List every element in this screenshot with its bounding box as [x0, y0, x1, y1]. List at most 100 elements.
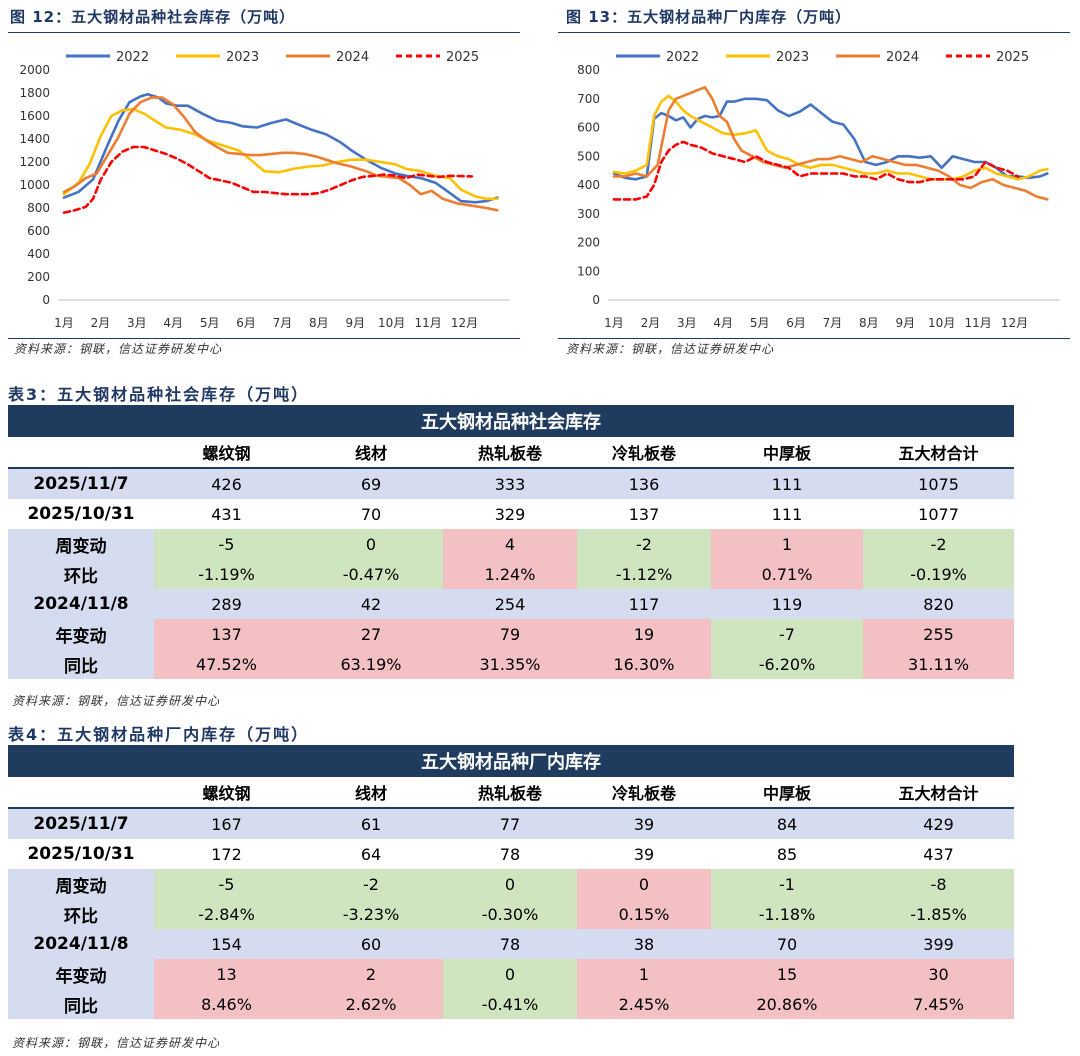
table-cell: -0.41%: [443, 989, 577, 1019]
table-cell: 15: [711, 959, 863, 989]
table-row: 2025/11/7 167 61 77 39 84 429: [8, 808, 1015, 839]
table-cell: 13: [154, 959, 299, 989]
table-cell: 69: [299, 468, 443, 499]
table4-banner: 五大钢材品种厂内库存: [8, 745, 1015, 777]
x-tick-label: 8月: [309, 316, 329, 330]
table-cell: 70: [711, 929, 863, 959]
column-header: 线材: [299, 437, 443, 469]
column-header: 热轧板卷: [443, 777, 577, 809]
table-cell: -3.23%: [299, 899, 443, 929]
table-cell: -7: [711, 619, 863, 649]
table3: 五大钢材品种社会库存 螺纹钢 线材 热轧板卷 冷轧板卷 中厚板 五大材合计 2025/11/7…: [8, 405, 1015, 679]
fig12-source-rule: [8, 338, 520, 339]
table-cell: 154: [154, 929, 299, 959]
table-cell: 84: [711, 808, 863, 839]
table-row: 年变动 137 27 79 19 -7 255: [8, 619, 1015, 649]
column-header: 冷轧板卷: [577, 437, 711, 469]
table-cell: -2: [577, 529, 711, 559]
series-line-2024: [612, 85, 1049, 201]
table-cell: 1075: [863, 468, 1015, 499]
table-cell: -1.19%: [154, 559, 299, 589]
table4-source: 资料来源：钢联，信达证券研发中心: [12, 1036, 221, 1050]
table3-header-row: 螺纹钢 线材 热轧板卷 冷轧板卷 中厚板 五大材合计: [8, 437, 1015, 469]
y-tick-label: 400: [27, 247, 50, 261]
row-label: 2025/11/7: [8, 808, 154, 839]
column-header: 中厚板: [711, 777, 863, 809]
table-cell: 0: [577, 869, 711, 899]
x-tick-label: 10月: [378, 316, 405, 330]
y-tick-label: 700: [577, 92, 600, 106]
table3-source: 资料来源：钢联，信达证券研发中心: [12, 694, 221, 708]
table-cell: -5: [154, 529, 299, 559]
x-tick-label: 10月: [928, 316, 955, 330]
table-cell: 39: [577, 839, 711, 869]
y-tick-label: 200: [577, 236, 600, 250]
y-tick-label: 500: [577, 149, 600, 163]
table-cell: 429: [863, 808, 1015, 839]
table-cell: -0.30%: [443, 899, 577, 929]
table-cell: 0: [299, 529, 443, 559]
table-cell: 437: [863, 839, 1015, 869]
table-cell: 329: [443, 499, 577, 529]
y-tick-label: 300: [577, 207, 600, 221]
x-tick-label: 6月: [786, 316, 806, 330]
table-cell: 31.35%: [443, 649, 577, 679]
series-line-2025: [612, 140, 1020, 201]
table-cell: 4: [443, 529, 577, 559]
y-tick-label: 100: [577, 264, 600, 278]
x-tick-label: 12月: [1001, 316, 1028, 330]
table-cell: 117: [577, 589, 711, 619]
table-cell: 38: [577, 929, 711, 959]
table-cell: 42: [299, 589, 443, 619]
y-tick-label: 400: [577, 178, 600, 192]
table-cell: 172: [154, 839, 299, 869]
legend-label-2024: 2024: [886, 50, 919, 65]
table-cell: 1.24%: [443, 559, 577, 589]
table-cell: -0.47%: [299, 559, 443, 589]
column-header: [8, 777, 154, 809]
table-cell: 137: [577, 499, 711, 529]
table-cell: 31.11%: [863, 649, 1015, 679]
row-label: 同比: [8, 989, 154, 1019]
series-line-2022: [612, 97, 1049, 181]
x-tick-label: 7月: [273, 316, 293, 330]
series-line-2025: [62, 145, 474, 214]
legend-label-2025: 2025: [446, 50, 479, 65]
column-header: 五大材合计: [863, 437, 1015, 469]
legend-label-2025: 2025: [996, 50, 1029, 65]
legend-label-2023: 2023: [776, 50, 809, 65]
y-tick-label: 0: [42, 293, 50, 307]
table-cell: 27: [299, 619, 443, 649]
table-row: 周变动 -5 0 4 -2 1 -2: [8, 529, 1015, 559]
table-cell: 255: [863, 619, 1015, 649]
row-label: 2025/10/31: [8, 499, 154, 529]
table-cell: 1: [577, 959, 711, 989]
row-label: 2025/10/31: [8, 839, 154, 869]
table-row: 2024/11/8 289 42 254 117 119 820: [8, 589, 1015, 619]
y-tick-label: 200: [27, 270, 50, 284]
table-cell: 70: [299, 499, 443, 529]
table-cell: 820: [863, 589, 1015, 619]
table-cell: 136: [577, 468, 711, 499]
fig13-source-rule: [558, 338, 1070, 339]
row-label: 2025/11/7: [8, 468, 154, 499]
table-cell: 1: [711, 529, 863, 559]
x-tick-label: 1月: [604, 316, 624, 330]
table-cell: -1: [711, 869, 863, 899]
x-tick-label: 2月: [91, 316, 111, 330]
table-cell: -2: [299, 869, 443, 899]
series-line-2022: [62, 92, 499, 204]
legend-label-2023: 2023: [226, 50, 259, 65]
y-tick-label: 1800: [19, 86, 50, 100]
table-cell: 167: [154, 808, 299, 839]
table-row: 年变动 13 2 0 1 15 30: [8, 959, 1015, 989]
fig13-title-rule: [558, 32, 1070, 33]
table-cell: 289: [154, 589, 299, 619]
y-tick-label: 800: [27, 201, 50, 215]
x-tick-label: 3月: [127, 316, 147, 330]
x-tick-label: 7月: [823, 316, 843, 330]
x-tick-label: 11月: [964, 316, 991, 330]
fig12-title: 图 12：五大钢材品种社会库存（万吨）: [10, 8, 296, 26]
fig13-chart: 2022 2023 2024 2025 0 100 200 300 400 500 600 700 80…: [577, 50, 1060, 330]
x-tick-label: 2月: [641, 316, 661, 330]
